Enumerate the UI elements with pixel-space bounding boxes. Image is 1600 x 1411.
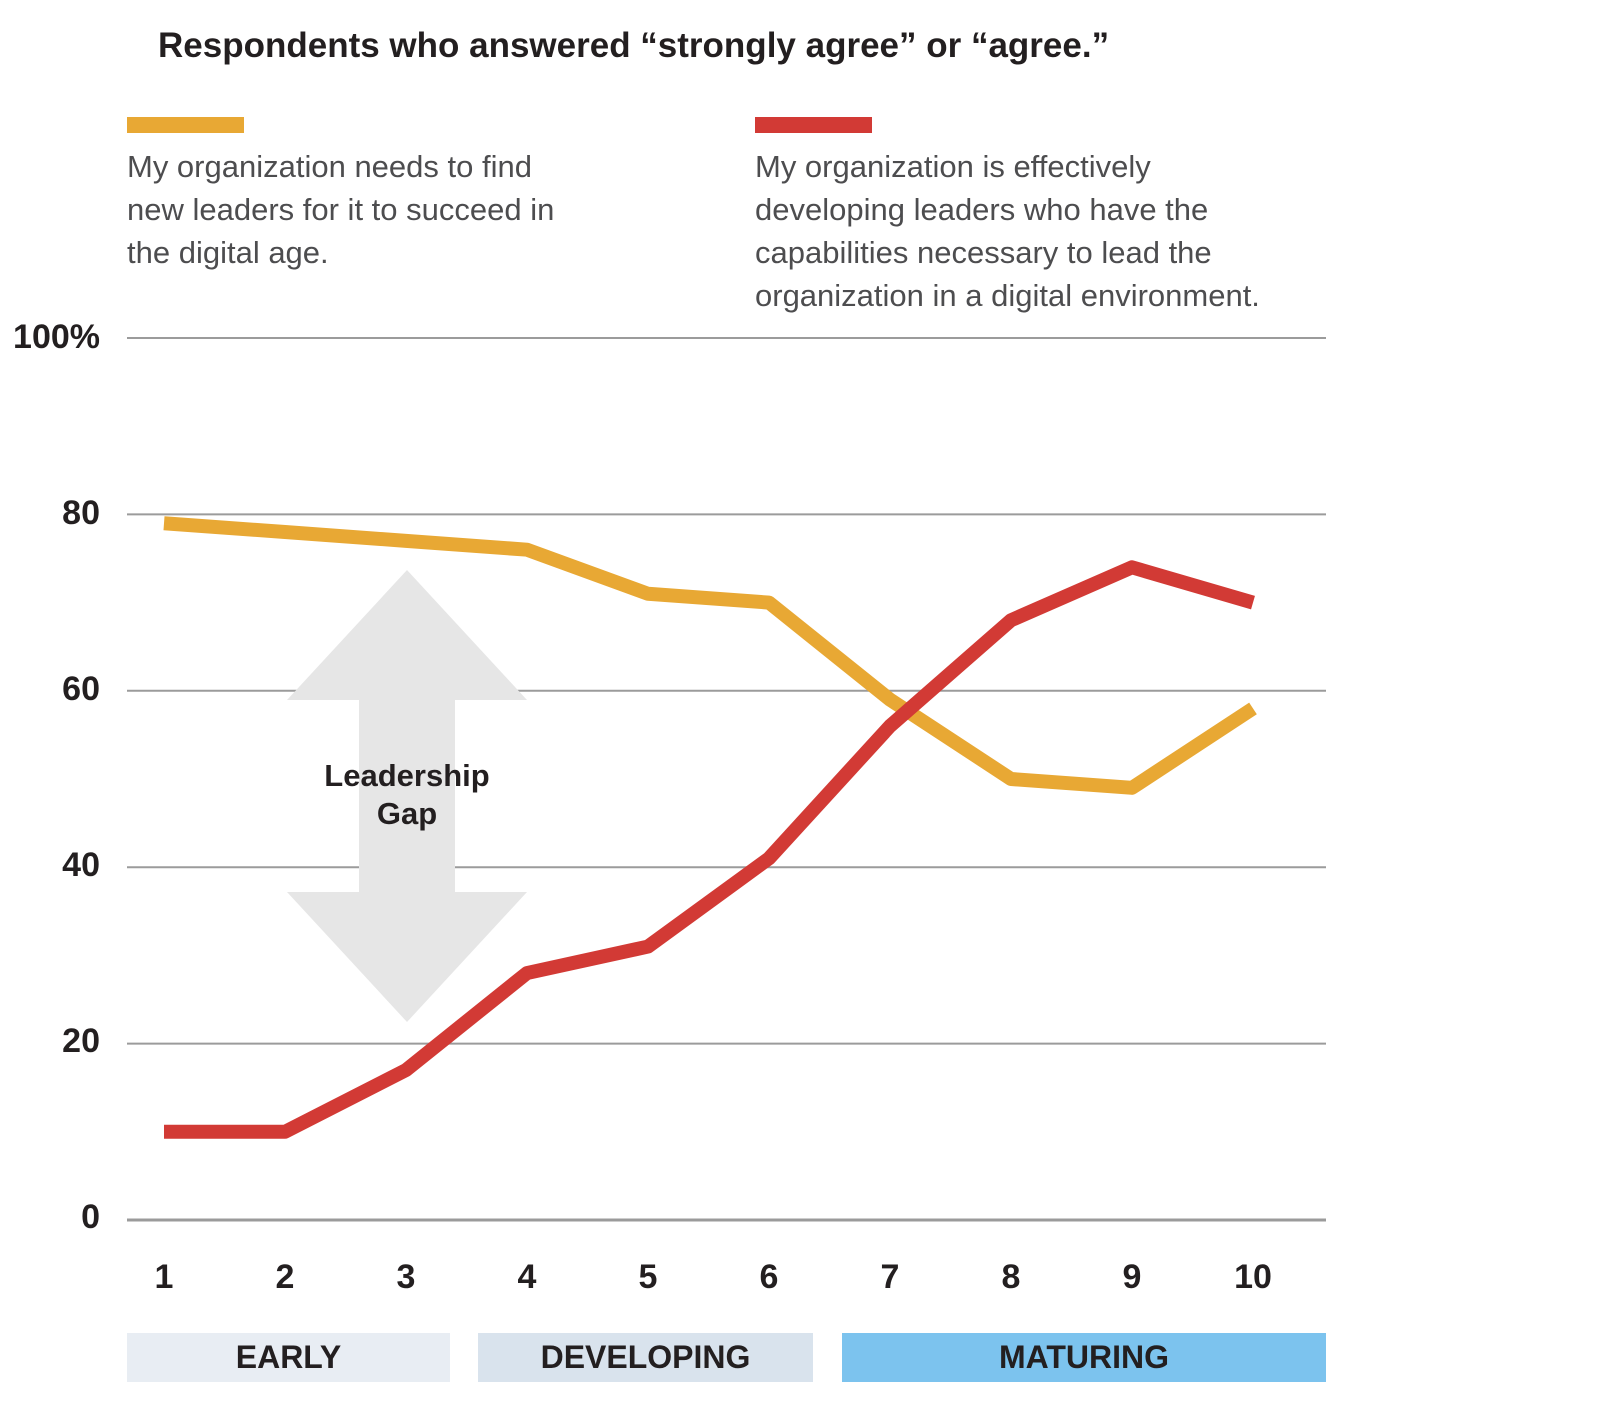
x-tick-label: 10 [1234,1258,1272,1296]
y-tick-label: 60 [62,670,100,708]
legend-label-developing-leaders: My organization is effectively developin… [755,149,1260,313]
leadership-gap-line1: Leadership [324,758,490,793]
leadership-gap-arrow-icon [287,570,527,1022]
y-tick-label: 80 [62,494,100,532]
phase-band-early: EARLY [127,1333,450,1382]
x-tick-label: 5 [638,1258,658,1296]
phase-band-maturing: MATURING [842,1333,1326,1382]
y-tick-label: 0 [81,1198,100,1236]
y-tick-label: 20 [62,1022,100,1060]
series-line-needs-leaders [163,516,1257,795]
leadership-gap-label: Leadership Gap [307,757,507,833]
y-tick-label: 40 [62,846,100,884]
phase-band-developing: DEVELOPING [478,1333,813,1382]
legend-swatch-developing-leaders [755,117,872,133]
chart-title: Respondents who answered “strongly agree… [158,26,1110,65]
legend-swatch-needs-leaders [127,117,244,133]
x-tick-label: 2 [275,1258,295,1296]
x-tick-label: 4 [517,1258,537,1296]
leadership-gap-line2: Gap [376,796,438,831]
x-tick-label: 6 [759,1258,779,1296]
x-tick-label: 7 [880,1258,900,1296]
legend-label-needs-leaders: My organization needs to find new leader… [127,149,555,270]
series-line-developing-leaders [164,560,1255,1139]
x-tick-label: 8 [1001,1258,1021,1296]
x-tick-label: 1 [154,1258,174,1296]
x-tick-label: 3 [396,1258,416,1296]
x-tick-label: 9 [1122,1258,1142,1296]
y-tick-label: 100% [13,318,100,356]
